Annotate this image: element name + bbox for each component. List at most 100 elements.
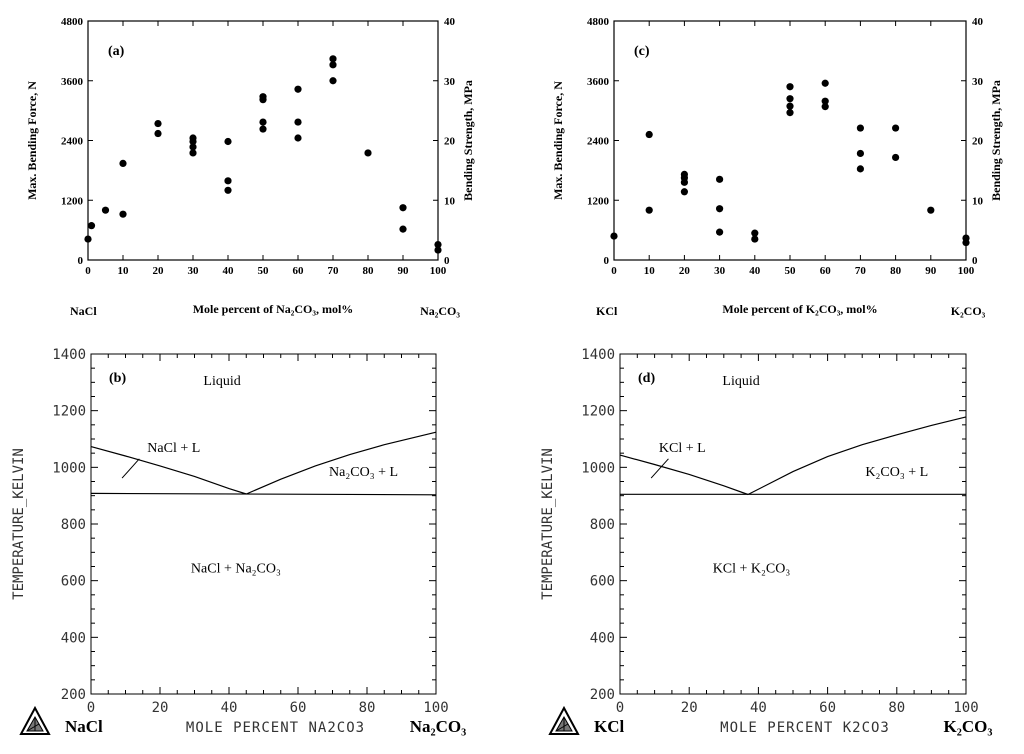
x-tick-label: 80 xyxy=(363,265,375,277)
data-point xyxy=(680,170,689,178)
y-axis-title: TEMPERATURE_KELVIN xyxy=(540,448,556,600)
y-axis-title: Max. Bending Force, N xyxy=(551,81,565,200)
x-tick-label: 60 xyxy=(819,700,836,716)
thermocalc-logo-icon xyxy=(19,705,51,735)
x-tick-label: 70 xyxy=(328,265,340,277)
data-point xyxy=(716,205,724,213)
panel-label: (a) xyxy=(108,44,125,59)
region-label: NaCl + Na₂CO₃ xyxy=(191,562,281,577)
data-point xyxy=(294,85,302,93)
data-point xyxy=(927,206,935,214)
data-point xyxy=(680,188,689,196)
data-point xyxy=(821,79,829,87)
x-tick-label: 50 xyxy=(785,265,797,277)
x-tick-label: 60 xyxy=(820,265,832,277)
phase-panel-d: 0 20 40 60 80 100 200 400 600 800 1000 1200 1400 Liqu… xyxy=(540,347,992,736)
data-point xyxy=(329,55,337,63)
y2-tick-label: 10 xyxy=(972,195,984,207)
scatter-panel-c: 0 10 20 30 40 50 60 70 80 90 100012002400360048000… xyxy=(551,16,1003,318)
data-point xyxy=(87,222,96,230)
data-point xyxy=(224,177,232,185)
x-tick-label: 80 xyxy=(888,700,905,716)
y-tick-label: 1400 xyxy=(581,347,615,363)
y-tick-label: 400 xyxy=(590,630,615,646)
data-point xyxy=(786,95,794,103)
y-tick-label: 1000 xyxy=(581,460,615,476)
y-tick-label: 4800 xyxy=(587,16,610,28)
data-point xyxy=(786,102,794,110)
y2-tick-label: 40 xyxy=(972,16,984,28)
x-tick-label: 20 xyxy=(681,700,698,716)
y-axis-title: TEMPERATURE_KELVIN xyxy=(11,448,27,600)
data-point xyxy=(189,134,197,142)
region-label: KCl + K₂CO₃ xyxy=(713,562,791,577)
x-tick-label: 90 xyxy=(925,265,937,277)
x-tick-label: 40 xyxy=(750,700,767,716)
data-point xyxy=(259,125,267,133)
data-point xyxy=(294,134,302,142)
data-point xyxy=(434,240,442,249)
y2-tick-label: 20 xyxy=(444,136,456,148)
data-point xyxy=(84,235,92,243)
x-tick-label: 10 xyxy=(644,265,656,277)
y2-tick-label: 10 xyxy=(444,195,456,207)
x-tick-label: 40 xyxy=(223,265,235,277)
label-leader-line xyxy=(650,458,669,479)
left-component-label: NaCl xyxy=(70,304,97,318)
data-point xyxy=(610,232,618,240)
logo-triangle xyxy=(19,705,51,735)
y-tick-label: 800 xyxy=(590,517,615,533)
y-tick-label: 1200 xyxy=(61,195,84,207)
y2-axis-title: Bending Strength, MPa xyxy=(989,80,1003,201)
x-tick-label: 100 xyxy=(958,265,975,277)
x-axis-title: Mole percent of K₂CO₃, mol% xyxy=(722,302,877,316)
x-axis-title: Mole percent of Na₂CO₃, mol% xyxy=(193,302,354,316)
right-component-label: Na₂CO₃ xyxy=(420,304,460,318)
region-label: Liquid xyxy=(722,374,759,389)
data-point xyxy=(224,186,232,194)
data-point xyxy=(329,61,337,69)
data-point xyxy=(821,103,829,111)
y-tick-label: 0 xyxy=(604,255,610,267)
x-tick-label: 10 xyxy=(118,265,130,277)
y-tick-label: 600 xyxy=(61,574,86,590)
data-point xyxy=(856,124,865,132)
x-tick-label: 70 xyxy=(855,265,867,277)
panel-label: (b) xyxy=(109,371,126,386)
plot-frame xyxy=(90,353,437,695)
data-point xyxy=(189,143,197,151)
x-tick-label: 50 xyxy=(258,265,270,277)
panel-label: (d) xyxy=(638,371,655,386)
phase-panel-b: 0 20 40 60 80 100 200 400 600 800 1000 1200 1400 Liqu… xyxy=(11,347,466,736)
data-point xyxy=(259,93,267,101)
data-point xyxy=(434,246,442,254)
y-tick-label: 200 xyxy=(61,687,86,703)
y2-tick-label: 40 xyxy=(444,16,456,28)
y-tick-label: 3600 xyxy=(587,76,610,88)
y-tick-label: 1400 xyxy=(52,347,86,363)
x-axis-title: MOLE PERCENT K2CO3 xyxy=(720,720,890,736)
x-tick-label: 20 xyxy=(679,265,691,277)
data-point xyxy=(786,109,794,117)
x-tick-label: 60 xyxy=(293,265,305,277)
left-component-label: NaCl xyxy=(65,717,103,736)
data-point xyxy=(119,159,127,168)
x-tick-label: 90 xyxy=(398,265,410,277)
y-tick-label: 1000 xyxy=(52,460,86,476)
x-tick-label: 0 xyxy=(611,265,617,277)
logo-triangle xyxy=(548,705,580,735)
plot-frame xyxy=(613,20,967,261)
right-component-label: K₂CO₃ xyxy=(944,717,993,736)
left-component-label: KCl xyxy=(596,304,618,318)
y-tick-label: 2400 xyxy=(61,136,84,148)
y-tick-label: 400 xyxy=(61,630,86,646)
y2-tick-label: 30 xyxy=(972,76,984,88)
y-tick-label: 0 xyxy=(78,255,84,267)
label-leader-line xyxy=(121,458,140,479)
y-tick-label: 200 xyxy=(590,687,615,703)
data-point xyxy=(224,137,232,146)
y2-tick-label: 0 xyxy=(972,255,978,267)
data-point xyxy=(364,149,372,157)
data-point xyxy=(821,97,829,105)
y2-tick-label: 30 xyxy=(444,76,456,88)
